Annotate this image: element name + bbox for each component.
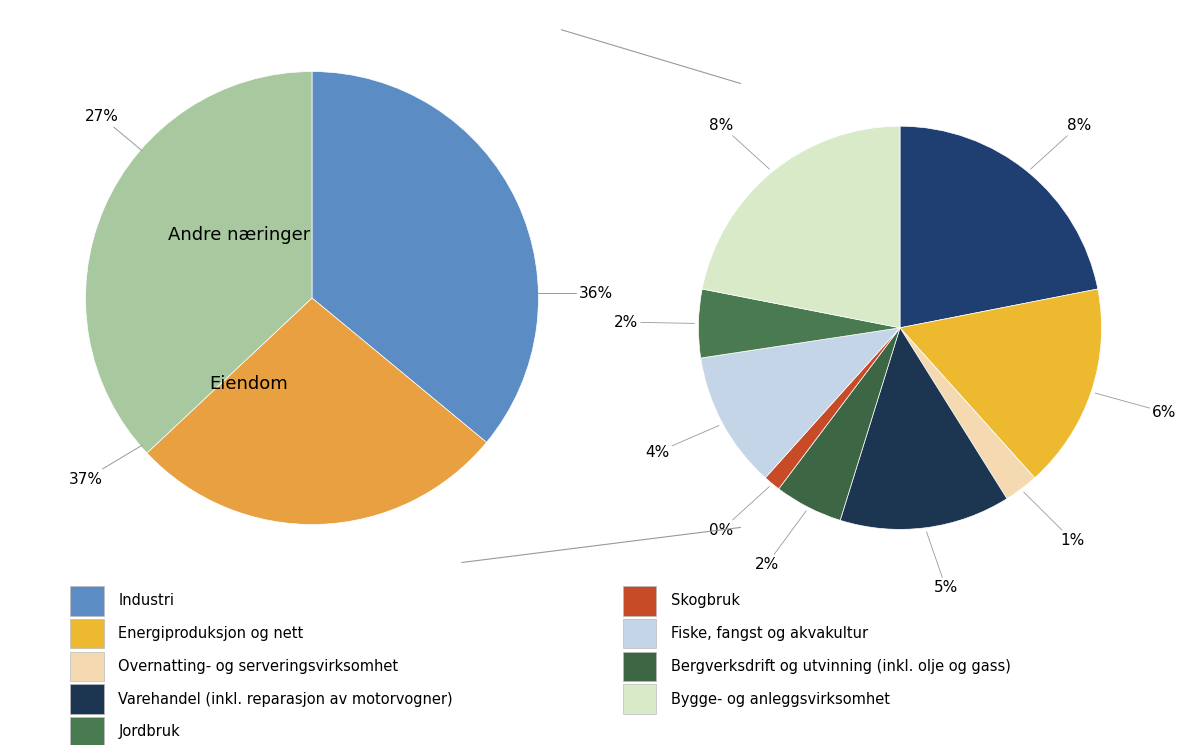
Wedge shape <box>900 289 1102 478</box>
Text: 2%: 2% <box>755 511 806 572</box>
Text: 36%: 36% <box>539 286 613 301</box>
Bar <box>623 619 656 648</box>
Bar <box>623 652 656 681</box>
Text: Overnatting- og serveringsvirksomhet: Overnatting- og serveringsvirksomhet <box>119 659 398 673</box>
Wedge shape <box>146 298 486 524</box>
Text: 27%: 27% <box>84 110 142 150</box>
Text: Energiproduksjon og nett: Energiproduksjon og nett <box>119 626 304 641</box>
Text: Bergverksdrift og utvinning (inkl. olje og gass): Bergverksdrift og utvinning (inkl. olje … <box>671 659 1010 673</box>
Text: 37%: 37% <box>68 446 142 486</box>
Wedge shape <box>702 126 900 328</box>
Bar <box>70 652 103 681</box>
Bar <box>623 586 656 615</box>
Text: 4%: 4% <box>646 425 719 460</box>
Text: 1%: 1% <box>1024 492 1085 548</box>
Text: Eiendom: Eiendom <box>209 375 288 393</box>
Wedge shape <box>840 328 1007 530</box>
Text: 8%: 8% <box>709 118 769 169</box>
Bar <box>70 619 103 648</box>
Text: Jordbruk: Jordbruk <box>119 724 180 739</box>
Wedge shape <box>900 126 1098 328</box>
Wedge shape <box>766 328 900 489</box>
Text: 2%: 2% <box>613 314 695 329</box>
Text: 5%: 5% <box>926 532 958 595</box>
Text: Skogbruk: Skogbruk <box>671 593 740 608</box>
Bar <box>70 685 103 714</box>
Text: Industri: Industri <box>119 593 174 608</box>
Text: 8%: 8% <box>1031 118 1091 169</box>
Wedge shape <box>779 328 900 520</box>
Text: 6%: 6% <box>1096 393 1177 419</box>
Bar <box>70 717 103 745</box>
Wedge shape <box>85 72 312 453</box>
Wedge shape <box>701 328 900 478</box>
Wedge shape <box>698 289 900 358</box>
Wedge shape <box>900 328 1034 498</box>
Text: Bygge- og anleggsvirksomhet: Bygge- og anleggsvirksomhet <box>671 691 890 706</box>
Text: 0%: 0% <box>709 486 769 538</box>
Text: Varehandel (inkl. reparasjon av motorvogner): Varehandel (inkl. reparasjon av motorvog… <box>119 691 452 706</box>
Text: Andre næringer: Andre næringer <box>168 226 311 244</box>
Text: Fiske, fangst og akvakultur: Fiske, fangst og akvakultur <box>671 626 868 641</box>
Bar <box>623 685 656 714</box>
Wedge shape <box>312 72 539 443</box>
Bar <box>70 586 103 615</box>
